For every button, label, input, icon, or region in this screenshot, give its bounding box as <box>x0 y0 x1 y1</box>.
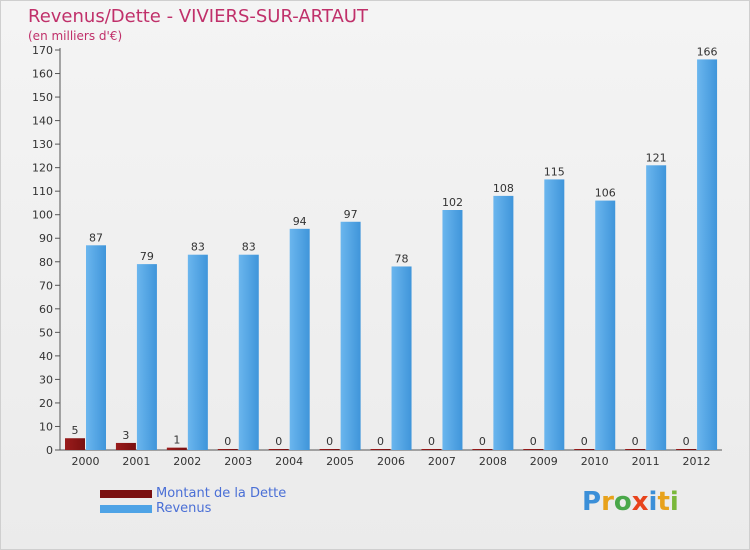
logo-letter: P <box>582 487 602 517</box>
logo-letter: x <box>631 487 649 517</box>
revenue-bar <box>442 210 463 450</box>
debt-bar <box>268 449 289 450</box>
y-tick-label: 50 <box>39 326 53 339</box>
debt-value-label: 0 <box>326 435 333 448</box>
debt-value-label: 0 <box>428 435 435 448</box>
debt-bar <box>370 449 391 450</box>
y-tick-label: 10 <box>39 420 53 433</box>
logo-letter: i <box>648 487 658 517</box>
revenue-value-label: 108 <box>493 182 514 195</box>
legend-swatch-debt <box>100 490 152 498</box>
y-tick-label: 60 <box>39 303 53 316</box>
revenue-value-label: 97 <box>344 208 358 221</box>
revenue-bar <box>187 254 208 450</box>
x-tick-label: 2006 <box>377 455 405 468</box>
debt-value-label: 5 <box>72 424 79 437</box>
x-tick-label: 2007 <box>428 455 456 468</box>
y-tick-label: 0 <box>46 444 53 457</box>
y-tick-label: 120 <box>32 162 53 175</box>
revenue-bar <box>646 165 667 450</box>
revenue-value-label: 83 <box>242 241 256 254</box>
revenue-bar <box>86 245 106 450</box>
debt-value-label: 0 <box>275 435 282 448</box>
debt-bar <box>421 449 442 450</box>
x-tick-label: 2001 <box>122 455 150 468</box>
debt-bar <box>574 449 595 450</box>
legend-label-debt: Montant de la Dette <box>156 486 287 501</box>
debt-value-label: 3 <box>122 429 129 442</box>
revenue-bar <box>595 200 616 450</box>
logo-letter: r <box>601 487 614 517</box>
y-tick-label: 110 <box>32 185 53 198</box>
logo-letter: o <box>613 487 632 517</box>
debt-value-label: 0 <box>224 435 231 448</box>
revenue-bar <box>493 195 514 450</box>
x-tick-label: 2000 <box>71 455 99 468</box>
revenue-bar <box>697 59 718 450</box>
debt-bar <box>217 449 238 450</box>
revenue-value-label: 166 <box>697 45 718 58</box>
revenue-value-label: 87 <box>89 231 103 244</box>
debt-bar <box>65 438 85 450</box>
debt-bar <box>319 449 340 450</box>
legend-label-revenue: Revenus <box>156 501 212 516</box>
revenue-value-label: 102 <box>442 196 463 209</box>
debt-bar <box>115 442 136 450</box>
x-tick-label: 2011 <box>632 455 660 468</box>
debt-value-label: 0 <box>632 435 639 448</box>
y-tick-label: 100 <box>32 209 53 222</box>
y-tick-label: 150 <box>32 91 53 104</box>
revenue-bar <box>289 228 310 450</box>
debt-value-label: 0 <box>530 435 537 448</box>
x-tick-label: 2012 <box>683 455 711 468</box>
y-tick-label: 70 <box>39 279 53 292</box>
logo-letter: i <box>669 487 679 517</box>
debt-bar <box>472 449 493 450</box>
y-tick-label: 20 <box>39 397 53 410</box>
y-tick-label: 40 <box>39 350 53 363</box>
debt-bar <box>523 449 544 450</box>
debt-value-label: 0 <box>581 435 588 448</box>
debt-bar <box>676 449 697 450</box>
x-tick-label: 2005 <box>326 455 354 468</box>
revenue-bar <box>544 179 565 451</box>
x-tick-label: 2008 <box>479 455 507 468</box>
debt-value-label: 1 <box>173 434 180 447</box>
chart-title: Revenus/Dette - VIVIERS-SUR-ARTAUT <box>28 6 368 27</box>
revenue-value-label: 106 <box>595 187 616 200</box>
x-tick-label: 2010 <box>581 455 609 468</box>
x-tick-label: 2002 <box>173 455 201 468</box>
revenue-value-label: 94 <box>293 215 307 228</box>
y-tick-label: 130 <box>32 138 53 151</box>
debt-value-label: 0 <box>377 435 384 448</box>
debt-value-label: 0 <box>479 435 486 448</box>
y-tick-label: 80 <box>39 256 53 269</box>
y-tick-label: 170 <box>32 44 53 57</box>
debt-bar <box>166 447 187 450</box>
revenue-bar <box>391 266 412 450</box>
x-tick-label: 2004 <box>275 455 303 468</box>
revenue-value-label: 121 <box>646 151 667 164</box>
revenue-bar <box>238 254 259 450</box>
revenue-bar <box>340 221 361 450</box>
revenue-value-label: 78 <box>395 252 409 265</box>
x-tick-label: 2003 <box>224 455 252 468</box>
revenue-value-label: 79 <box>140 250 154 263</box>
y-tick-label: 30 <box>39 373 53 386</box>
y-tick-label: 160 <box>32 68 53 81</box>
legend-swatch-revenue <box>100 505 152 513</box>
y-tick-label: 90 <box>39 232 53 245</box>
debt-value-label: 0 <box>683 435 690 448</box>
chart-subtitle: (en milliers d'€) <box>28 29 123 43</box>
proxiti-logo: Proxiti <box>582 487 679 517</box>
logo-letter: t <box>657 487 670 517</box>
revenue-bar <box>136 264 157 450</box>
x-tick-label: 2009 <box>530 455 558 468</box>
revenue-value-label: 83 <box>191 241 205 254</box>
debt-bar <box>625 449 646 450</box>
revenue-value-label: 115 <box>544 165 565 178</box>
y-tick-label: 140 <box>32 115 53 128</box>
